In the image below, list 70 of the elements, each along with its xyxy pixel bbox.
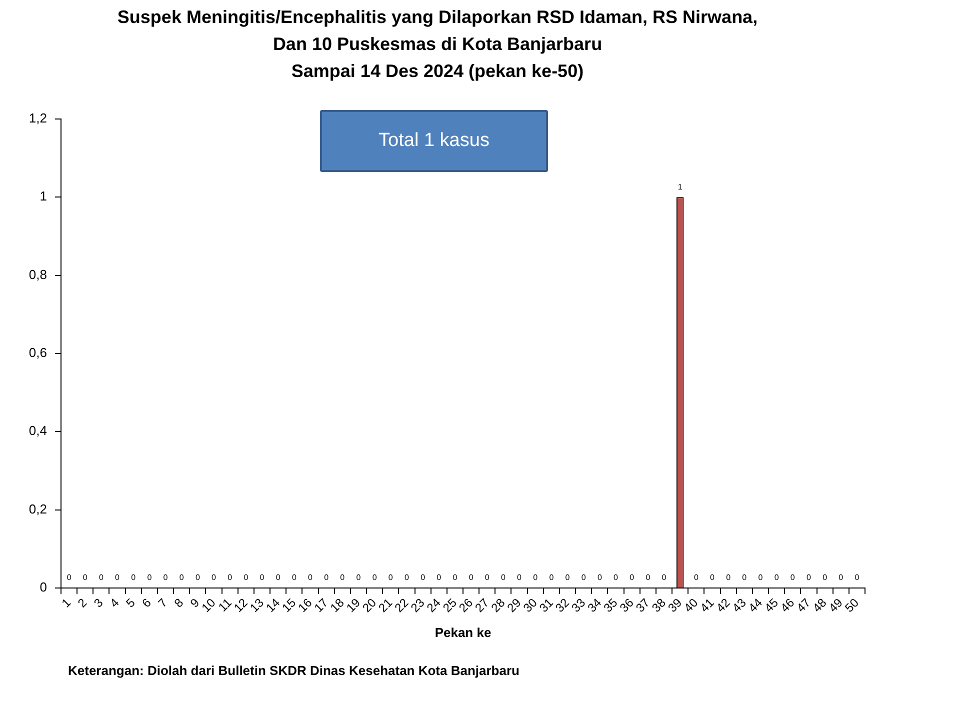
data-label: 0 [212,573,217,582]
y-tick-label: 0,6 [28,345,47,360]
data-label: 0 [420,573,426,582]
data-label: 0 [308,573,314,582]
data-label: 0 [195,573,200,582]
data-label: 0 [324,573,330,582]
y-tick-label: 0 [40,580,47,595]
data-label: 0 [694,573,699,582]
y-tick-label: 0,4 [28,423,47,438]
data-label: 0 [147,573,152,582]
y-tick-label: 1,2 [28,110,47,126]
data-label: 0 [646,573,651,582]
data-label: 0 [468,573,474,582]
data-label: 0 [630,573,635,582]
x-tick-label: 6 [139,595,154,610]
data-label: 0 [179,573,184,582]
data-label: 0 [228,573,233,582]
x-tick-label: 1 [58,595,74,610]
data-label: 0 [404,573,410,582]
x-tick-label: 3 [91,595,106,610]
data-label: 0 [549,573,554,582]
data-label: 0 [614,573,619,582]
data-label: 0 [98,573,104,582]
data-label: 0 [356,573,362,582]
data-label: 0 [115,573,120,582]
data-label: 0 [742,573,748,582]
data-label: 0 [565,573,570,582]
y-tick-label: 0,2 [28,501,47,516]
data-label: 0 [66,573,72,582]
data-label: 0 [500,573,506,582]
data-label: 0 [726,573,732,582]
data-label: 0 [710,573,716,582]
text: Keterangan: Diolah dari Bulletin SKDR Dinas Kesehatan Kota Banjarbaru [68,663,520,678]
chart-title: Suspek Meningitis/Encephalitis yang Dilaporkan RSD Idaman, RS Nirwana, Dan 10 Puskesmas di Kota Banjarbaru Sampai 14 Des 2024 (pekan ke-50) [116,6,759,83]
data-label: 0 [790,573,796,582]
data-label: 0 [388,573,394,582]
data-label: 0 [244,573,249,582]
annotation: Total 1 kasus [378,130,490,152]
data-label: 1 [678,182,683,192]
data-label: 0 [452,573,458,582]
data-label: 0 [533,573,538,582]
x-tick-label: 7 [155,595,170,610]
x-tick-label: 2 [74,595,90,610]
data-label: 0 [484,573,490,582]
data-label: 0 [340,573,346,582]
data-label: 0 [276,573,281,582]
data-label: 0 [292,573,297,582]
data-label: 0 [774,573,780,582]
data-label: 0 [662,573,667,582]
x-tick-label: 4 [107,595,122,610]
y-tick-label: 1 [40,188,47,204]
data-label: 0 [758,573,764,582]
callout-box: Total 1 kasus [320,110,548,172]
data-label: 0 [260,573,265,582]
data-label: 0 [163,573,168,582]
x-tick-label: 8 [171,595,186,610]
data-label: 0 [838,573,844,582]
data-label: 0 [131,573,136,582]
data-label: 0 [436,573,442,582]
data-label: 0 [82,573,88,582]
x-tick-label: 5 [123,595,138,610]
data-label: 0 [806,573,812,582]
data-label: 0 [372,573,378,582]
data-label: 0 [581,573,586,582]
y-tick-label: 0,8 [28,266,47,282]
data-label: 0 [597,573,602,582]
data-label: 0 [854,573,860,582]
data-label: 0 [822,573,828,582]
data-label: 0 [517,573,522,582]
x-axis-title: Pekan ke [434,624,492,640]
